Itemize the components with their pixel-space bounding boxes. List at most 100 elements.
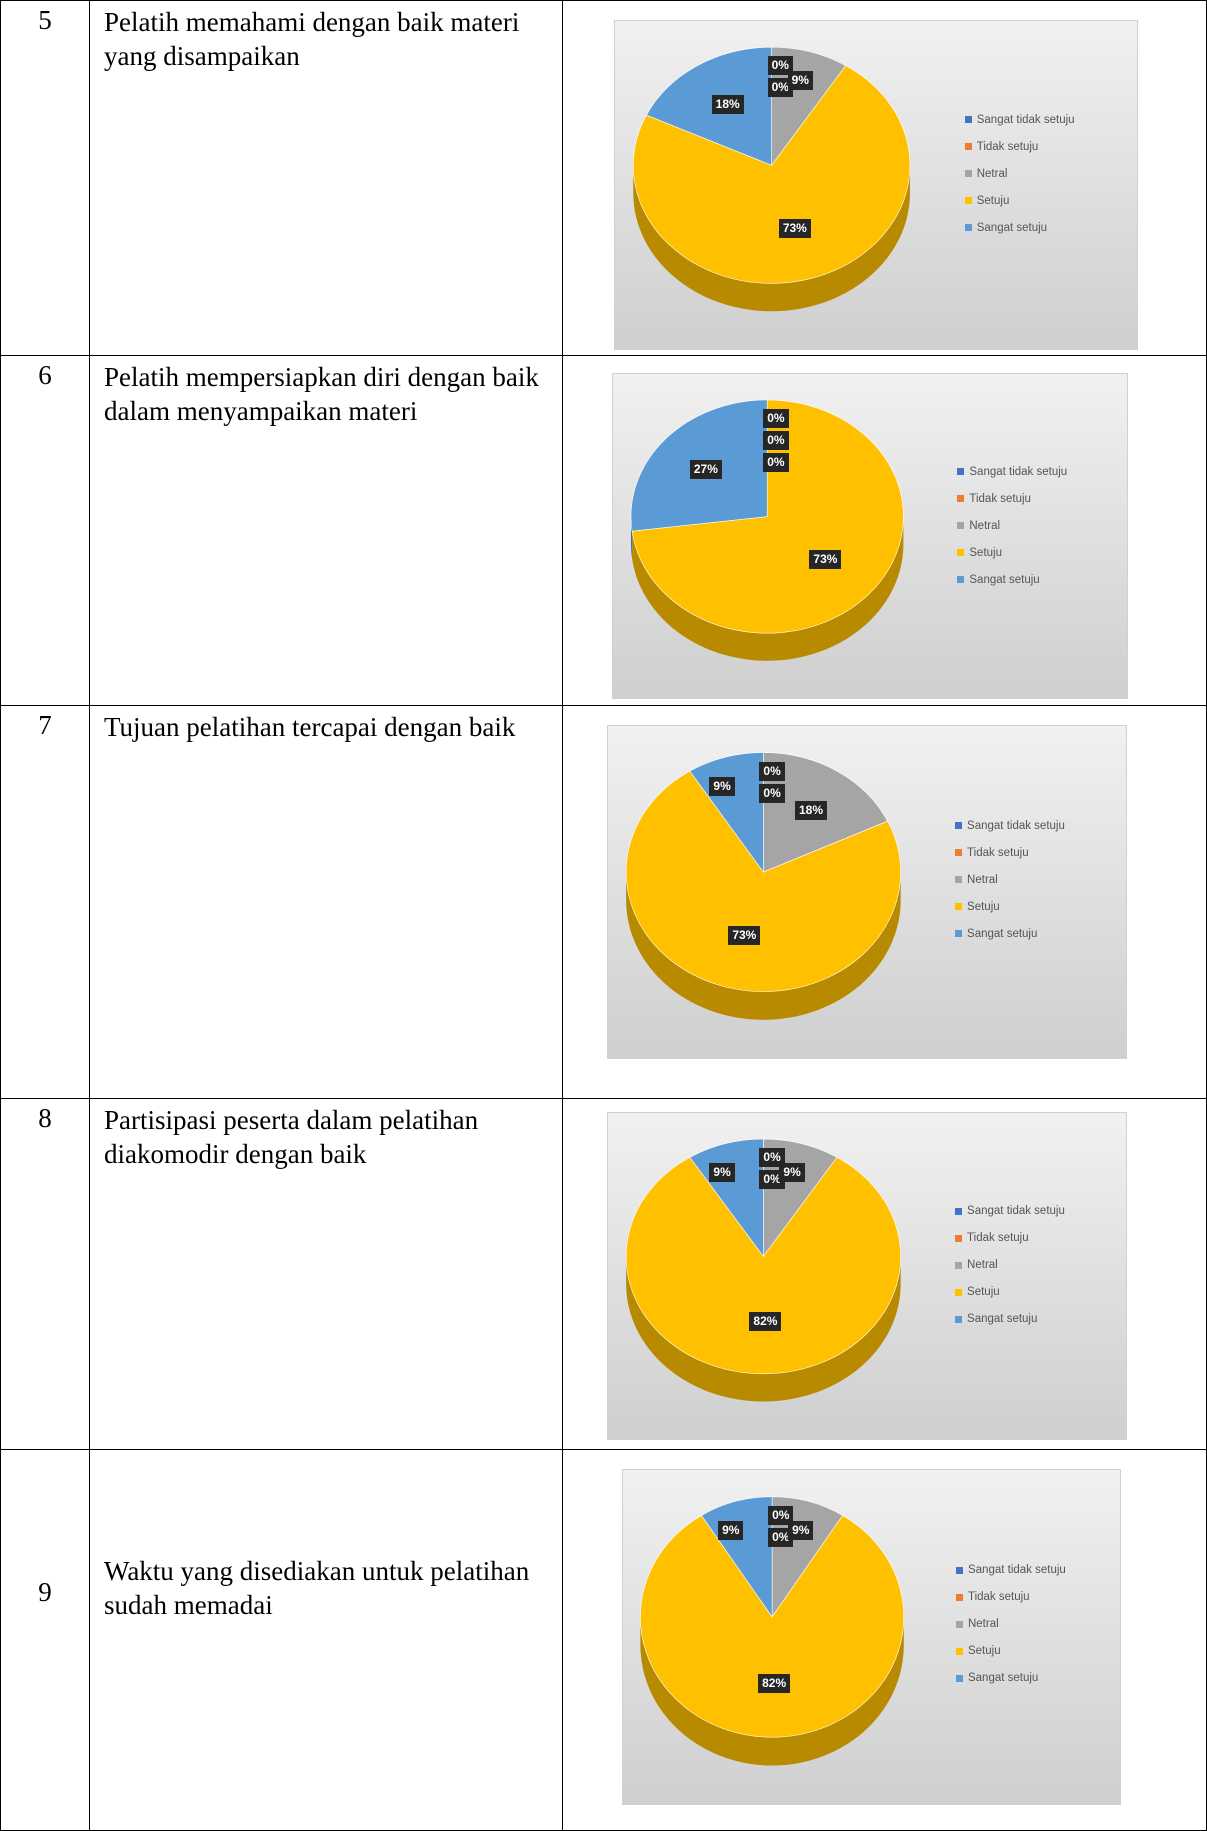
legend-label: Tidak setuju [967, 1232, 1029, 1245]
legend-item: Tidak setuju [957, 485, 1067, 512]
data-label: 9% [787, 71, 813, 91]
data-label: 9% [709, 1162, 735, 1182]
row-number: 7 [0, 705, 90, 1099]
statement-text: Waktu yang disediakan untuk pelatihan su… [89, 1449, 563, 1831]
legend-label: Sangat setuju [967, 927, 1038, 940]
pie-slice-3 [625, 770, 901, 992]
legend-item: Setuju [955, 893, 1065, 920]
legend-swatch [955, 1207, 963, 1215]
legend-label: Tidak setuju [967, 846, 1029, 859]
pie-chart: 0% 0% 0% 73% 27% Sangat tidak setuju Tidak set… [613, 374, 1127, 698]
legend-swatch [964, 197, 972, 205]
legend-item: Netral [955, 1611, 1066, 1638]
data-label: 9% [718, 1521, 744, 1541]
statement-text-content: Waktu yang disediakan untuk pelatihan su… [104, 1556, 530, 1620]
data-label: 0% [759, 1147, 785, 1167]
legend-swatch [955, 903, 963, 911]
data-label: 73% [809, 549, 842, 569]
legend-label: Setuju [969, 546, 1002, 559]
legend-swatch [955, 1315, 963, 1323]
legend-item: Sangat tidak setuju [955, 812, 1065, 839]
pie-slice-3 [632, 65, 911, 284]
legend-item: Sangat setuju [955, 1306, 1065, 1333]
data-label: 0% [759, 1169, 785, 1189]
legend-label: Netral [976, 167, 1008, 180]
row-number: 9 [0, 1449, 90, 1831]
legend-swatch [955, 1261, 963, 1269]
legend-label: Netral [967, 873, 998, 886]
chart-legend: Sangat tidak setuju Tidak setuju Netral Set… [957, 458, 1067, 593]
legend-swatch [957, 468, 965, 476]
pie-side-3 [626, 872, 901, 1020]
row-number: 5 [0, 0, 90, 356]
data-label: 82% [749, 1311, 782, 1331]
legend-item: Sangat setuju [957, 566, 1067, 593]
legend-label: Sangat setuju [969, 573, 1040, 586]
pie-svg [625, 1138, 901, 1402]
data-label: 9% [709, 777, 735, 797]
legend-item: Tidak setuju [955, 1225, 1065, 1252]
legend-label: Setuju [967, 900, 1000, 913]
data-label: 0% [759, 761, 785, 781]
pie-svg [640, 1496, 905, 1766]
legend-label: Netral [967, 1618, 999, 1631]
chart-legend: Sangat tidak setuju Tidak setuju Netral Set… [955, 812, 1065, 947]
legend-swatch [957, 522, 965, 530]
table-row: 5 Pelatih memahami dengan baik materi ya… [0, 0, 1207, 356]
chart-cell: 0% 0% 9% 82% 9% Sangat tidak setuju Tidak setu… [562, 1449, 1207, 1831]
legend-item: Sangat tidak setuju [955, 1198, 1065, 1225]
data-label: 0% [767, 78, 793, 98]
legend-swatch [964, 170, 972, 178]
legend-label: Setuju [976, 194, 1010, 207]
data-label: 18% [795, 800, 828, 820]
legend-item: Sangat setuju [964, 214, 1075, 241]
pie-slice-3 [631, 399, 904, 634]
legend-swatch [955, 1288, 963, 1296]
data-label: 0% [763, 430, 789, 450]
legend-swatch [955, 1674, 963, 1682]
chart-cell: 0% 0% 9% 82% 9% Sangat tidak setuju Tidak setu… [562, 1098, 1207, 1450]
legend-item: Setuju [955, 1279, 1065, 1306]
pie-svg [630, 399, 904, 661]
legend-item: Tidak setuju [964, 133, 1075, 160]
pie-slice-4 [646, 46, 772, 166]
legend-label: Netral [967, 1259, 998, 1272]
table-row: 6 Pelatih mempersiapkan diri dengan baik… [0, 355, 1207, 706]
pie-slice-4 [689, 752, 764, 874]
data-label: 18% [711, 94, 744, 114]
table-row: 7 Tujuan pelatihan tercapai dengan baik … [0, 705, 1207, 1099]
legend-item: Sangat setuju [955, 920, 1065, 947]
legend-item: Tidak setuju [955, 839, 1065, 866]
data-label: 82% [758, 1674, 791, 1694]
row-number-text: 9 [38, 1576, 52, 1607]
legend-item: Setuju [955, 1638, 1066, 1665]
legend-item: Setuju [964, 187, 1075, 214]
legend-label: Setuju [967, 1645, 1001, 1658]
pie-chart: 0% 0% 9% 82% 9% Sangat tidak setuju Tidak setu… [608, 1113, 1126, 1439]
table-row: 8 Partisipasi peserta dalam pelatihan di… [0, 1098, 1207, 1450]
legend-swatch [957, 576, 965, 584]
data-label: 0% [763, 408, 789, 428]
pie-side-3 [632, 516, 904, 661]
chart-legend: Sangat tidak setuju Tidak setuju Netral Set… [955, 1198, 1065, 1333]
statement-text: Partisipasi peserta dalam pelatihan diak… [89, 1098, 563, 1450]
table-row: 9 Waktu yang disediakan untuk pelatihan … [0, 1449, 1207, 1831]
legend-label: Sangat tidak setuju [967, 1564, 1066, 1577]
legend-item: Sangat tidak setuju [957, 458, 1067, 485]
legend-label: Sangat tidak setuju [967, 819, 1065, 832]
chart-legend: Sangat tidak setuju Tidak setuju Netral Set… [964, 106, 1075, 241]
legend-label: Sangat setuju [967, 1672, 1039, 1685]
legend-label: Sangat tidak setuju [976, 113, 1075, 126]
legend-item: Netral [964, 160, 1075, 187]
pie-chart: 0% 0% 9% 73% 18% Sangat tidak setuju Tidak set… [615, 21, 1137, 349]
pie-slice-4 [689, 1138, 764, 1258]
legend-swatch [955, 1620, 963, 1628]
pie-chart: 0% 0% 18% 73% 9% Sangat tidak setuju Tidak set… [608, 726, 1126, 1058]
legend-swatch [955, 1566, 963, 1574]
legend-swatch [955, 930, 963, 938]
pie-slice-3 [640, 1515, 905, 1738]
legend-swatch [955, 876, 963, 884]
data-label: 9% [779, 1162, 805, 1182]
legend-swatch [957, 549, 965, 557]
